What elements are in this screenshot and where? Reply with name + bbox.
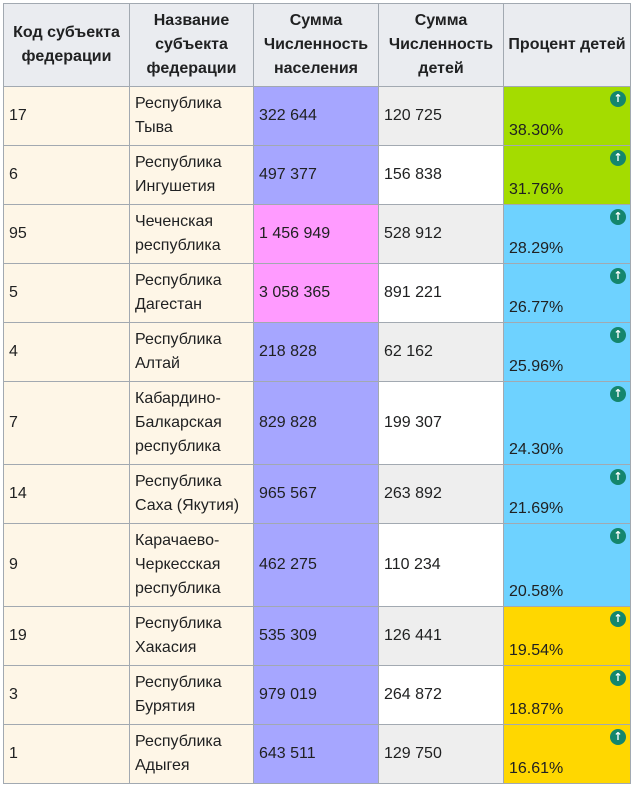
percent-value: 20.58% xyxy=(509,583,564,600)
percent-value: 16.61% xyxy=(509,760,564,777)
percent-value: 19.54% xyxy=(509,642,564,659)
arrow-up-icon: ↑ xyxy=(610,670,626,686)
children-cell: 126 441 xyxy=(378,606,504,666)
percent-cell: ↑ 25.96% xyxy=(503,322,631,382)
population-cell: 322 644 xyxy=(253,86,379,146)
arrow-up-icon: ↑ xyxy=(610,528,626,544)
header-population[interactable]: Сумма Численность населения xyxy=(253,3,379,87)
children-cell: 110 234 xyxy=(378,523,504,607)
children-cell: 891 221 xyxy=(378,263,504,323)
percent-cell: ↑ 28.29% xyxy=(503,204,631,264)
table-row: 3 Республика Бурятия 979 019 264 872 ↑ 18.87% xyxy=(3,665,631,725)
region-name-cell: Кабардино-Балкарская республика xyxy=(129,381,254,465)
children-cell: 264 872 xyxy=(378,665,504,725)
percent-cell: ↑ 21.69% xyxy=(503,464,631,524)
percent-cell: ↑ 38.30% xyxy=(503,86,631,146)
code-cell: 5 xyxy=(3,263,130,323)
table-body: 17 Республика Тыва 322 644 120 725 ↑ 38.30% 6 Р… xyxy=(3,86,631,784)
population-cell: 218 828 xyxy=(253,322,379,382)
percent-cell: ↑ 24.30% xyxy=(503,381,631,465)
table-row: 6 Республика Ингушетия 497 377 156 838 ↑ 31.7… xyxy=(3,145,631,205)
percent-value: 26.77% xyxy=(509,299,564,316)
children-cell: 199 307 xyxy=(378,381,504,465)
code-cell: 1 xyxy=(3,724,130,784)
percent-value: 21.69% xyxy=(509,500,564,517)
table-row: 1 Республика Адыгея 643 511 129 750 ↑ 16.61% xyxy=(3,724,631,784)
table-row: 17 Республика Тыва 322 644 120 725 ↑ 38.30% xyxy=(3,86,631,146)
table-row: 9 Карачаево-Черкесская республика 462 275 1… xyxy=(3,523,631,607)
code-cell: 9 xyxy=(3,523,130,607)
code-cell: 3 xyxy=(3,665,130,725)
code-cell: 19 xyxy=(3,606,130,666)
code-cell: 6 xyxy=(3,145,130,205)
percent-cell: ↑ 31.76% xyxy=(503,145,631,205)
arrow-up-icon: ↑ xyxy=(610,150,626,166)
population-cell: 1 456 949 xyxy=(253,204,379,264)
table-row: 19 Республика Хакасия 535 309 126 441 ↑ 19.54… xyxy=(3,606,631,666)
population-cell: 979 019 xyxy=(253,665,379,725)
population-cell: 497 377 xyxy=(253,145,379,205)
arrow-up-icon: ↑ xyxy=(610,268,626,284)
percent-cell: ↑ 19.54% xyxy=(503,606,631,666)
children-cell: 528 912 xyxy=(378,204,504,264)
percent-value: 38.30% xyxy=(509,122,564,139)
table-header: Код субъекта федерации Название субъекта… xyxy=(3,3,631,87)
region-name-cell: Республика Хакасия xyxy=(129,606,254,666)
population-cell: 462 275 xyxy=(253,523,379,607)
header-name[interactable]: Название субъекта федерации xyxy=(129,3,254,87)
children-cell: 62 162 xyxy=(378,322,504,382)
percent-cell: ↑ 16.61% xyxy=(503,724,631,784)
children-cell: 156 838 xyxy=(378,145,504,205)
region-name-cell: Республика Тыва xyxy=(129,86,254,146)
code-cell: 4 xyxy=(3,322,130,382)
code-cell: 95 xyxy=(3,204,130,264)
population-cell: 3 058 365 xyxy=(253,263,379,323)
arrow-up-icon: ↑ xyxy=(610,611,626,627)
region-name-cell: Республика Бурятия xyxy=(129,665,254,725)
table-row: 14 Республика Саха (Якутия) 965 567 263 892… xyxy=(3,464,631,524)
percent-cell: ↑ 20.58% xyxy=(503,523,631,607)
region-name-cell: Чеченская республика xyxy=(129,204,254,264)
header-row: Код субъекта федерации Название субъекта… xyxy=(3,3,631,87)
region-name-cell: Республика Ингушетия xyxy=(129,145,254,205)
percent-value: 31.76% xyxy=(509,181,564,198)
population-cell: 829 828 xyxy=(253,381,379,465)
header-code[interactable]: Код субъекта федерации xyxy=(3,3,130,87)
children-cell: 129 750 xyxy=(378,724,504,784)
arrow-up-icon: ↑ xyxy=(610,209,626,225)
code-cell: 7 xyxy=(3,381,130,465)
table-row: 95 Чеченская республика 1 456 949 528 912 ↑ 2… xyxy=(3,204,631,264)
arrow-up-icon: ↑ xyxy=(610,91,626,107)
header-children[interactable]: Сумма Численность детей xyxy=(378,3,504,87)
region-name-cell: Республика Дагестан xyxy=(129,263,254,323)
arrow-up-icon: ↑ xyxy=(610,327,626,343)
population-cell: 535 309 xyxy=(253,606,379,666)
population-cell: 965 567 xyxy=(253,464,379,524)
population-cell: 643 511 xyxy=(253,724,379,784)
percent-cell: ↑ 18.87% xyxy=(503,665,631,725)
header-percent[interactable]: Процент детей xyxy=(503,3,631,87)
region-name-cell: Республика Алтай xyxy=(129,322,254,382)
percent-value: 28.29% xyxy=(509,240,564,257)
percent-value: 18.87% xyxy=(509,701,564,718)
children-cell: 263 892 xyxy=(378,464,504,524)
region-name-cell: Республика Адыгея xyxy=(129,724,254,784)
children-cell: 120 725 xyxy=(378,86,504,146)
percent-value: 24.30% xyxy=(509,441,564,458)
table-row: 7 Кабардино-Балкарская республика 829 828 1… xyxy=(3,381,631,465)
percent-value: 25.96% xyxy=(509,358,564,375)
table-row: 5 Республика Дагестан 3 058 365 891 221 ↑ 26.… xyxy=(3,263,631,323)
region-name-cell: Республика Саха (Якутия) xyxy=(129,464,254,524)
table-row: 4 Республика Алтай 218 828 62 162 ↑ 25.96% xyxy=(3,322,631,382)
arrow-up-icon: ↑ xyxy=(610,386,626,402)
code-cell: 14 xyxy=(3,464,130,524)
arrow-up-icon: ↑ xyxy=(610,729,626,745)
arrow-up-icon: ↑ xyxy=(610,469,626,485)
percent-cell: ↑ 26.77% xyxy=(503,263,631,323)
code-cell: 17 xyxy=(3,86,130,146)
region-name-cell: Карачаево-Черкесская республика xyxy=(129,523,254,607)
children-percent-table: Код субъекта федерации Название субъекта… xyxy=(3,3,631,784)
